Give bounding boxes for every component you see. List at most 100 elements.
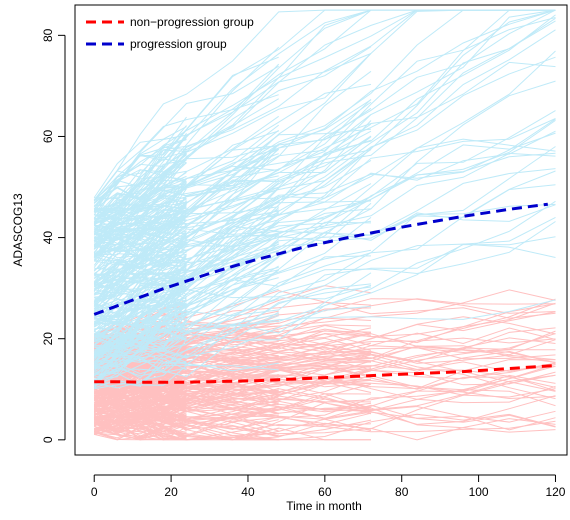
progression-trajectory [93, 288, 279, 359]
x-tick-label: 100 [469, 485, 489, 499]
progression-trajectory [93, 275, 187, 359]
non-progression-trajectory [94, 333, 556, 365]
progression-trajectory [93, 9, 556, 241]
progression-trajectory [93, 279, 187, 340]
legend-label: non−progression group [130, 15, 254, 29]
progression-trajectory [94, 197, 187, 240]
non-progression-trajectory [93, 400, 187, 419]
x-tick-label: 60 [318, 485, 332, 499]
progression-trajectory [94, 176, 187, 201]
progression-trajectory [93, 17, 556, 343]
progression-trajectory [93, 260, 187, 280]
y-axis: 0 20 40 60 80 [41, 28, 66, 443]
non-progression-trajectory [94, 421, 187, 435]
progression-trajectory [93, 29, 556, 363]
non-progression-trajectory [93, 373, 556, 431]
progression-trajectory [93, 236, 187, 262]
y-tick-label: 40 [41, 231, 55, 245]
progression-trajectory [94, 243, 556, 310]
non-progression-trajectory [93, 415, 187, 434]
non-progression-trajectory [93, 412, 372, 433]
progression-trajectory [93, 284, 372, 338]
progression-trajectory [93, 124, 280, 250]
plot-frame [74, 4, 568, 456]
progression-trajectory [94, 200, 187, 239]
non-progression-trajectory [94, 363, 279, 389]
progression-trajectory [94, 334, 187, 352]
progression-trajectory [94, 271, 187, 324]
y-tick-label: 60 [41, 129, 55, 143]
y-axis-title: ADASCOG13 [11, 193, 25, 267]
x-tick-label: 80 [395, 485, 409, 499]
progression-trajectory [93, 279, 187, 323]
progression-trajectory [94, 233, 187, 285]
progression-trajectory [93, 301, 187, 338]
progression-trajectory [93, 203, 556, 381]
progression-trajectory [93, 339, 187, 381]
progression-trajectory [94, 215, 187, 291]
non-progression-trajectory [94, 376, 556, 425]
progression-trajectory [93, 273, 187, 325]
non-progression-trajectory [94, 374, 556, 419]
progression-trajectory [93, 364, 279, 387]
progression-trajectory [94, 219, 279, 269]
non-progression-trajectory [94, 349, 556, 385]
progression-trajectory [93, 159, 187, 203]
y-tick-label: 20 [41, 332, 55, 346]
progression-trajectory [93, 181, 187, 235]
non-progression-trajectory [93, 401, 187, 420]
progression-trajectory [93, 212, 187, 247]
non-progression-trajectory [94, 428, 371, 441]
non-progression-trajectory [94, 381, 187, 402]
progression-trajectory [94, 50, 556, 313]
progression-trajectory [93, 220, 372, 314]
progression-trajectory [94, 351, 187, 374]
progression-trajectory [94, 46, 372, 230]
non-progression-trajectory [94, 405, 372, 422]
progression-trajectory [94, 253, 187, 290]
progression-trajectory [94, 364, 187, 389]
x-axis: 0 20 40 60 80 100 120 [91, 474, 566, 499]
y-tick-label: 80 [41, 28, 55, 42]
progression-trajectory [94, 184, 187, 233]
progression-trajectory [94, 238, 280, 378]
progression-trajectory [93, 126, 187, 198]
non-progression-mean-line [94, 364, 556, 384]
progression-trajectory [93, 14, 556, 309]
progression-trajectory [93, 139, 187, 204]
progression-trajectory [94, 144, 280, 228]
non-progression-trajectory [94, 397, 187, 418]
progression-trajectory [93, 186, 187, 219]
non-progression-trajectory [94, 420, 556, 441]
progression-mean-line [93, 202, 548, 316]
progression-trajectory [94, 250, 187, 294]
non-progression-trajectory [94, 392, 187, 406]
progression-trajectory [94, 123, 372, 290]
progression-trajectory [93, 253, 187, 312]
progression-trajectory [93, 204, 187, 266]
progression-trajectory [94, 200, 556, 379]
progression-trajectory [94, 211, 187, 250]
progression-trajectory [93, 212, 187, 259]
legend: non−progression group progression group [86, 15, 254, 51]
progression-trajectory [94, 119, 556, 298]
progression-trajectory [93, 269, 280, 388]
non-progression-trajectory [94, 414, 187, 437]
progression-trajectory [93, 46, 280, 226]
progression-trajectory [93, 153, 187, 226]
mean-curves [93, 202, 556, 384]
non-progression-trajectory [94, 370, 372, 421]
progression-trajectory [94, 334, 187, 363]
x-axis-title: Time in month [286, 499, 362, 513]
x-tick-label: 20 [164, 485, 178, 499]
progression-trajectory [93, 320, 187, 349]
progression-trajectory [94, 217, 372, 372]
progression-trajectory [93, 61, 556, 225]
x-tick-label: 120 [545, 485, 565, 499]
individual-trajectories [93, 9, 556, 441]
legend-label: progression group [130, 37, 227, 51]
progression-trajectory [94, 272, 187, 285]
progression-trajectory [94, 143, 280, 222]
progression-trajectory [94, 299, 556, 363]
